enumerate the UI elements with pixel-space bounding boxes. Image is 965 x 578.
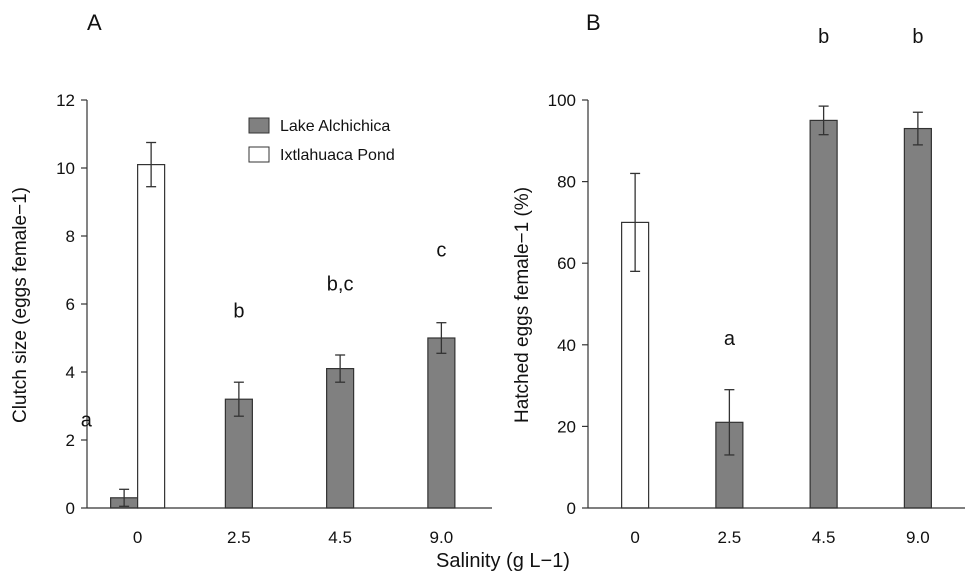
error-bar-lake-alchichica-9-0	[436, 322, 447, 354]
y-tick-label: 0	[66, 499, 75, 518]
panel-a-bars	[110, 164, 456, 509]
significance-letter: c	[436, 239, 446, 261]
panel-b: B Hatched eggs female−1 (%) 0 20 40 60 80 100…	[512, 10, 965, 547]
x-tick-label: 9.0	[430, 528, 454, 547]
panel-b-axes	[587, 100, 965, 509]
error-bar-lake-alchichica-4-5	[818, 105, 829, 136]
significance-letter: b,c	[327, 273, 354, 295]
significance-letter: b	[818, 26, 829, 48]
panel-b-significance-letters: a b b	[724, 26, 924, 350]
panel-a-x-ticks: 0 2.5 4.5 9.0	[133, 528, 453, 547]
panel-b-label: B	[586, 10, 601, 35]
significance-letter: b	[233, 301, 244, 323]
panel-a: A Clutch size (eggs female−1) 024681012 …	[10, 10, 492, 547]
error-bar-ixtlahuaca-pond-0	[630, 172, 641, 273]
legend-swatch-ixtlahuaca-pond	[248, 146, 270, 163]
y-tick-label: 12	[56, 91, 75, 110]
error-bar-ixtlahuaca-pond-0	[146, 141, 157, 188]
x-axis-title: Salinity (g L−1)	[436, 550, 570, 572]
panel-b-x-ticks: 0 2.5 4.5 9.0	[630, 528, 929, 547]
bar-lake-alchichica-4-5	[809, 119, 838, 509]
error-bar-lake-alchichica-4-5	[335, 354, 346, 383]
x-tick-label: 4.5	[812, 528, 836, 547]
y-tick-label: 20	[557, 417, 576, 436]
x-tick-label: 4.5	[328, 528, 352, 547]
x-tick-label: 0	[630, 528, 639, 547]
x-tick-label: 2.5	[227, 528, 251, 547]
y-tick-label: 6	[66, 295, 75, 314]
error-bar-lake-alchichica-2-5	[724, 389, 735, 456]
legend-swatch-lake-alchichica	[248, 117, 270, 134]
significance-letter: b	[912, 26, 923, 48]
panel-a-axes	[86, 100, 492, 509]
panel-a-error-bars	[119, 141, 447, 507]
y-tick-label: 0	[567, 499, 576, 518]
panel-a-y-axis-title: Clutch size (eggs female−1)	[10, 187, 31, 423]
legend: Lake Alchichica Ixtlahuaca Pond	[248, 117, 395, 164]
panel-b-y-ticks: 0 20 40 60 80 100	[548, 91, 588, 518]
y-tick-label: 100	[548, 91, 576, 110]
bar-lake-alchichica-9-0	[427, 337, 456, 509]
error-bar-lake-alchichica-2-5	[233, 381, 244, 417]
y-tick-label: 60	[557, 254, 576, 273]
bar-ixtlahuaca-pond-0	[137, 164, 166, 509]
panel-b-bars	[621, 119, 932, 509]
bar-lake-alchichica-9-0	[903, 127, 932, 509]
x-tick-label: 2.5	[718, 528, 742, 547]
bar-lake-alchichica-4-5	[326, 368, 355, 509]
legend-label-lake-alchichica: Lake Alchichica	[280, 118, 390, 135]
y-tick-label: 80	[557, 173, 576, 192]
panel-a-label: A	[87, 10, 102, 35]
y-tick-label: 2	[66, 431, 75, 450]
significance-letter: a	[724, 328, 736, 350]
x-tick-label: 0	[133, 528, 142, 547]
error-bar-lake-alchichica-0	[119, 488, 130, 507]
significance-letter: a	[81, 409, 93, 431]
y-tick-label: 4	[66, 363, 75, 382]
panel-b-error-bars	[630, 105, 923, 456]
legend-label-ixtlahuaca-pond: Ixtlahuaca Pond	[280, 147, 395, 164]
panel-b-y-axis-title: Hatched eggs female−1 (%)	[512, 187, 533, 423]
x-tick-label: 9.0	[906, 528, 930, 547]
error-bar-lake-alchichica-9-0	[912, 111, 923, 146]
y-tick-label: 10	[56, 159, 75, 178]
y-tick-label: 8	[66, 227, 75, 246]
y-tick-label: 40	[557, 336, 576, 355]
panel-a-y-ticks: 0 2 4 6 8 10 12	[56, 91, 87, 518]
panel-a-significance-letters: a b b,c c	[81, 239, 447, 431]
